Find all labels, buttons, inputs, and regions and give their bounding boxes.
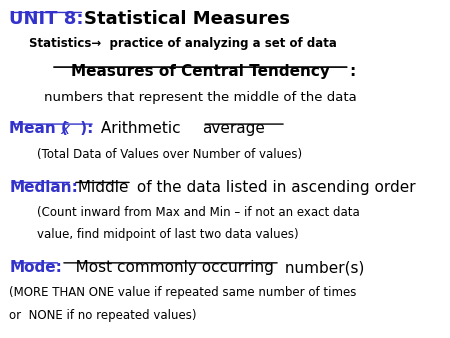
Text: Most commonly occurring: Most commonly occurring	[61, 260, 274, 275]
Text: Statistical Measures: Statistical Measures	[84, 10, 290, 28]
Text: ):: ):	[75, 121, 94, 137]
Text: average: average	[202, 121, 265, 137]
Text: :: :	[350, 65, 356, 79]
Text: numbers that represent the middle of the data: numbers that represent the middle of the…	[44, 91, 357, 104]
Text: Measures of Central Tendency: Measures of Central Tendency	[71, 65, 330, 79]
Text: Arithmetic: Arithmetic	[96, 121, 185, 137]
Text: number(s): number(s)	[280, 260, 364, 275]
Text: Mode:: Mode:	[9, 260, 62, 275]
Text: value, find midpoint of last two data values): value, find midpoint of last two data va…	[37, 228, 299, 241]
Text: or  NONE if no repeated values): or NONE if no repeated values)	[9, 309, 197, 322]
Text: $\bar{x}$: $\bar{x}$	[60, 121, 72, 138]
Text: (MORE THAN ONE value if repeated same number of times: (MORE THAN ONE value if repeated same nu…	[9, 286, 357, 299]
Text: UNIT 8:: UNIT 8:	[9, 10, 84, 28]
Text: Middle: Middle	[73, 180, 129, 195]
Text: of the data listed in ascending order: of the data listed in ascending order	[132, 180, 415, 195]
Text: Median:: Median:	[9, 180, 78, 195]
Text: Mean (: Mean (	[9, 121, 73, 137]
Text: (Count inward from Max and Min – if not an exact data: (Count inward from Max and Min – if not …	[37, 206, 360, 219]
Text: (Total Data of Values over Number of values): (Total Data of Values over Number of val…	[37, 148, 302, 161]
Text: Statistics→  practice of analyzing a set of data: Statistics→ practice of analyzing a set …	[29, 37, 337, 50]
